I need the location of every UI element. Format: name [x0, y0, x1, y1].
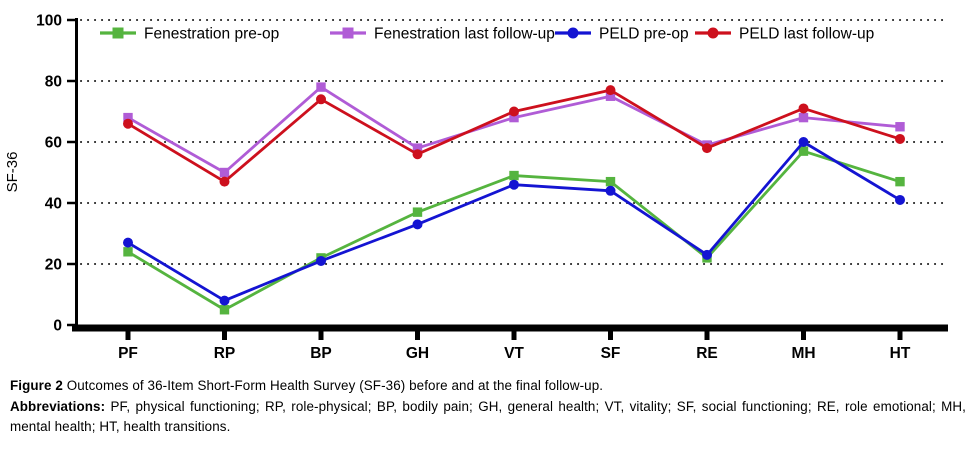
- y-tick-label-60: 60: [45, 135, 62, 152]
- x-tick-label-mh: MH: [791, 345, 815, 362]
- marker-circle: [509, 179, 519, 190]
- marker-circle: [316, 255, 326, 266]
- series-peld-pre-op: [123, 137, 905, 306]
- marker-circle: [123, 118, 133, 129]
- marker-square: [316, 82, 326, 92]
- gridlines: [80, 19, 946, 265]
- x-tick-label-ht: HT: [890, 345, 911, 362]
- x-tick-label-vt: VT: [504, 345, 524, 362]
- figure-caption: Figure 2 Outcomes of 36-Item Short-Form …: [10, 376, 966, 396]
- y-tick-label-100: 100: [36, 13, 62, 30]
- series-fenestration-last-follow-up: [123, 82, 905, 178]
- marker-square: [895, 122, 905, 132]
- series-line: [126, 88, 902, 184]
- legend-label: PELD last follow-up: [739, 26, 874, 43]
- marker-circle: [798, 103, 809, 114]
- legend-item-peld-last-follow-up: PELD last follow-up: [695, 26, 874, 43]
- marker-circle: [605, 85, 616, 96]
- figure-abbreviations: Abbreviations: PF, physical functioning;…: [10, 397, 966, 437]
- y-axis-title: SF-36: [4, 152, 21, 193]
- marker-circle: [219, 176, 230, 187]
- legend-label: Fenestration last follow-up: [374, 26, 555, 43]
- marker-square: [895, 176, 905, 187]
- marker-circle: [123, 237, 133, 248]
- y-tick-label-40: 40: [45, 196, 62, 213]
- y-tick-label-0: 0: [53, 318, 62, 335]
- sf36-line-chart: 0 20 40 60 80 100 PF RP BP GH VT SF RE MH HT SF-36 Fenes…: [4, 13, 948, 362]
- marker-circle: [707, 27, 719, 39]
- marker-square: [798, 112, 809, 123]
- y-tick-label-20: 20: [45, 257, 62, 274]
- marker-square: [342, 27, 354, 39]
- axes: 0 20 40 60 80 100 PF RP BP GH VT SF RE MH HT: [36, 13, 948, 362]
- marker-square: [605, 176, 616, 187]
- marker-square: [412, 207, 423, 217]
- figure-abbreviations-label: Abbreviations:: [10, 398, 106, 414]
- figure-caption-block: Figure 2 Outcomes of 36-Item Short-Form …: [10, 376, 966, 437]
- figure-caption-text: Outcomes of 36-Item Short-Form Health Su…: [66, 378, 604, 393]
- legend-item-fenestration-pre-op: Fenestration pre-op: [100, 26, 279, 43]
- series-peld-last-follow-up: [123, 85, 905, 187]
- chart-area: 0 20 40 60 80 100 PF RP BP GH VT SF RE MH HT SF-36 Fenes…: [4, 13, 948, 362]
- legend-label: PELD pre-op: [599, 26, 689, 43]
- x-tick-label-pf: PF: [118, 345, 138, 362]
- marker-square: [219, 167, 230, 178]
- marker-circle: [895, 194, 905, 205]
- marker-square: [605, 91, 616, 101]
- figure-caption-label: Figure 2: [10, 378, 63, 393]
- marker-square: [509, 170, 519, 181]
- marker-circle: [798, 137, 809, 147]
- legend: Fenestration pre-op Fenestration last fol…: [100, 26, 874, 43]
- legend-item-peld-pre-op: PELD pre-op: [555, 26, 689, 43]
- marker-circle: [316, 94, 326, 105]
- marker-circle: [895, 133, 905, 144]
- series-line: [126, 85, 902, 174]
- marker-circle: [412, 149, 423, 160]
- figure-abbreviations-text: PF, physical functioning; RP, role-physi…: [10, 398, 966, 434]
- marker-square: [219, 305, 230, 315]
- marker-circle: [702, 249, 712, 260]
- marker-square: [112, 27, 124, 39]
- marker-circle: [567, 27, 579, 39]
- legend-item-fenestration-last-follow-up: Fenestration last follow-up: [330, 26, 555, 43]
- marker-square: [123, 112, 133, 123]
- x-tick-label-bp: BP: [310, 345, 332, 362]
- marker-square: [509, 112, 519, 123]
- marker-circle: [605, 185, 616, 196]
- marker-circle: [219, 295, 230, 306]
- marker-circle: [509, 106, 519, 117]
- marker-square: [123, 247, 133, 257]
- x-tick-label-re: RE: [696, 345, 718, 362]
- marker-circle: [412, 219, 423, 230]
- x-tick-label-sf: SF: [601, 345, 621, 362]
- marker-circle: [702, 143, 712, 154]
- y-tick-label-80: 80: [45, 74, 62, 91]
- series-fenestration-pre-op: [123, 146, 905, 315]
- marker-square: [798, 146, 809, 156]
- x-tick-label-rp: RP: [214, 345, 236, 362]
- legend-label: Fenestration pre-op: [144, 26, 279, 43]
- x-tick-label-gh: GH: [406, 345, 429, 362]
- marker-square: [412, 143, 423, 153]
